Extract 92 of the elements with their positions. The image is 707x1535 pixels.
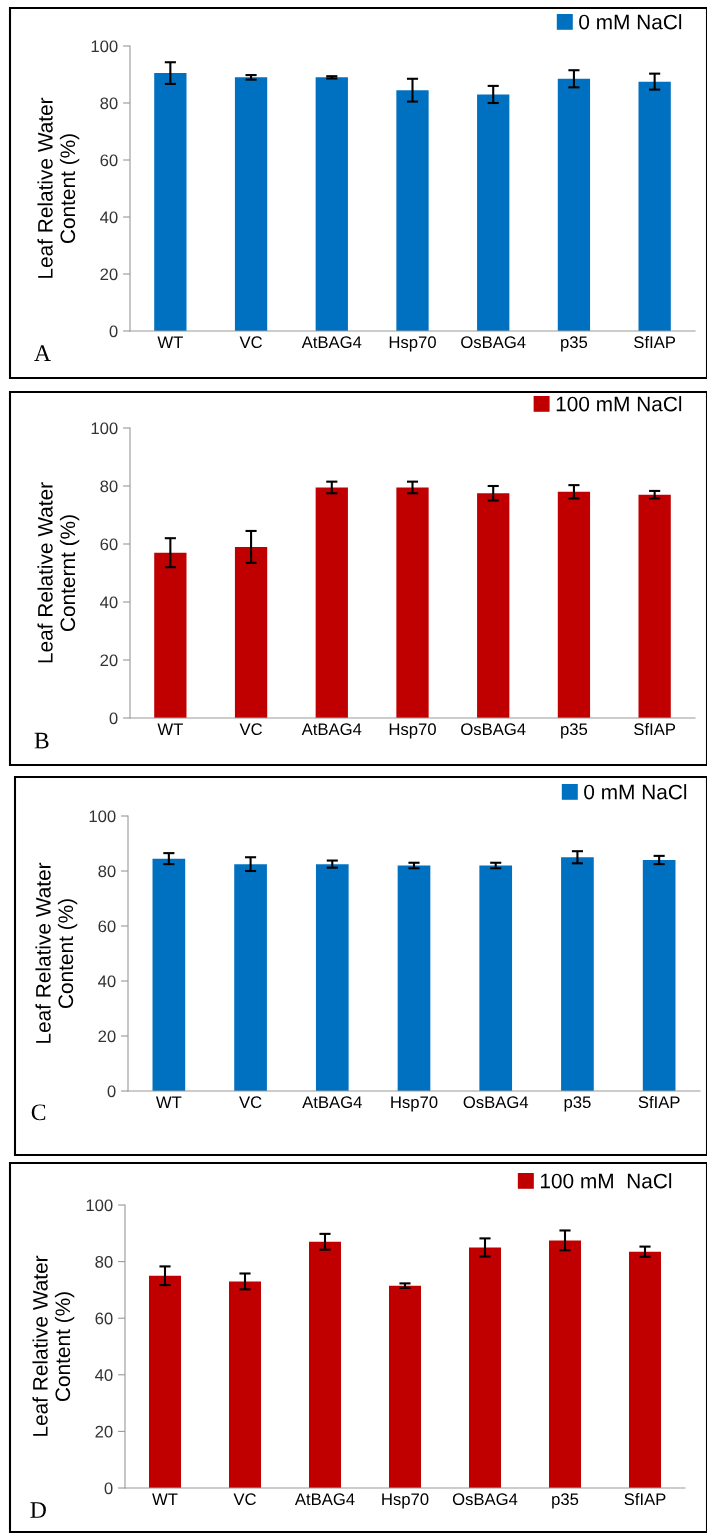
bar xyxy=(152,858,186,1091)
bar xyxy=(229,1281,261,1488)
bar xyxy=(234,77,268,331)
y-tick-label: 20 xyxy=(100,268,118,281)
bar xyxy=(479,865,513,1091)
bar xyxy=(469,1247,501,1488)
bar xyxy=(477,493,510,718)
y-tick-label: 80 xyxy=(100,480,118,493)
x-tick-label: p35 xyxy=(552,1493,579,1509)
bar xyxy=(396,90,429,331)
y-tick-label: 100 xyxy=(86,1199,113,1212)
x-tick-label: WT xyxy=(152,1493,178,1505)
bar xyxy=(477,94,510,331)
text: A xyxy=(34,345,51,361)
y-tick-label: 20 xyxy=(95,1425,113,1438)
y-tick-label: 60 xyxy=(98,920,116,933)
bar xyxy=(315,864,349,1091)
y-tick-label: 40 xyxy=(95,1369,113,1381)
x-tick-label: OsBAG4 xyxy=(452,1493,518,1506)
x-tick-label: WT xyxy=(155,1096,182,1108)
y-tick-label: 60 xyxy=(95,1312,113,1325)
bar xyxy=(154,552,187,718)
bar xyxy=(149,1275,181,1488)
legend-label: 100 mM NaCl xyxy=(556,396,682,412)
legend-label: 0 mM NaCl xyxy=(579,14,682,30)
bar xyxy=(638,494,671,718)
x-tick-label: Hsp70 xyxy=(389,336,436,352)
x-tick-label: AtBAG4 xyxy=(301,336,362,349)
x-tick-label: p35 xyxy=(564,1096,591,1112)
y-tick-label: 80 xyxy=(95,1256,113,1268)
y-axis-title: Leaf Relative Water Content (%) xyxy=(32,1255,75,1436)
x-tick-label: VC xyxy=(233,1493,256,1506)
x-tick-label: p35 xyxy=(561,723,588,739)
bar xyxy=(397,865,431,1091)
bar xyxy=(315,487,348,718)
text: D xyxy=(30,1502,46,1518)
bar xyxy=(234,864,267,1091)
x-tick-label: VC xyxy=(239,723,263,736)
bar xyxy=(396,487,429,718)
x-tick-label: VC xyxy=(239,1096,262,1109)
x-tick-label: SfIAP xyxy=(634,335,676,349)
x-tick-label: SfIAP xyxy=(624,1492,666,1506)
bar xyxy=(638,81,671,331)
x-tick-label: AtBAG4 xyxy=(302,1096,362,1109)
bar xyxy=(549,1240,581,1488)
x-tick-label: AtBAG4 xyxy=(301,723,362,736)
x-tick-label: Hsp70 xyxy=(391,1096,438,1112)
x-tick-label: OsBAG4 xyxy=(461,336,526,349)
legend-label: 100 mM NaCl xyxy=(540,1173,672,1189)
text: B xyxy=(34,732,49,749)
y-tick-label: 100 xyxy=(89,810,116,823)
y-tick-label: 80 xyxy=(100,97,118,110)
bar xyxy=(309,1241,341,1488)
y-tick-label: 0 xyxy=(109,325,118,338)
y-axis-title: Leaf Relative Water Conternt (%) xyxy=(37,482,80,663)
y-tick-label: 40 xyxy=(98,975,116,988)
bar xyxy=(557,78,591,331)
x-tick-label: Hsp70 xyxy=(382,1493,429,1509)
bar xyxy=(561,857,594,1091)
x-tick-label: Hsp70 xyxy=(389,723,436,739)
bar xyxy=(629,1251,661,1488)
y-tick-label: 0 xyxy=(109,712,118,725)
bar xyxy=(389,1285,421,1488)
x-tick-label: SfIAP xyxy=(638,1095,680,1109)
y-tick-label: 60 xyxy=(100,538,118,551)
bar xyxy=(315,77,348,331)
y-tick-label: 0 xyxy=(107,1085,116,1098)
x-tick-label: WT xyxy=(157,723,183,735)
y-tick-label: 80 xyxy=(98,865,116,878)
x-tick-label: AtBAG4 xyxy=(294,1493,355,1506)
y-tick-label: 40 xyxy=(100,211,118,224)
bar xyxy=(557,491,591,718)
x-tick-label: OsBAG4 xyxy=(463,1096,529,1109)
x-tick-label: OsBAG4 xyxy=(461,723,526,736)
y-axis-title: Leaf Relative Water Content (%) xyxy=(35,862,78,1043)
y-tick-label: 40 xyxy=(100,596,118,609)
x-tick-label: p35 xyxy=(561,336,588,352)
y-tick-label: 60 xyxy=(100,154,118,167)
x-tick-label: WT xyxy=(157,336,183,348)
x-tick-label: VC xyxy=(239,336,263,349)
y-tick-label: 100 xyxy=(91,422,118,435)
y-tick-label: 20 xyxy=(100,654,118,667)
y-tick-label: 100 xyxy=(91,40,118,53)
text: C xyxy=(31,1104,46,1121)
bar xyxy=(234,546,268,718)
y-tick-label: 20 xyxy=(98,1030,116,1043)
bar xyxy=(642,860,676,1091)
bar xyxy=(154,73,187,331)
legend-label: 0 mM NaCl xyxy=(584,784,687,800)
y-axis-title: Leaf Relative Water Content (%) xyxy=(37,97,80,278)
y-tick-label: 0 xyxy=(104,1482,113,1495)
x-tick-label: SfIAP xyxy=(634,722,676,736)
